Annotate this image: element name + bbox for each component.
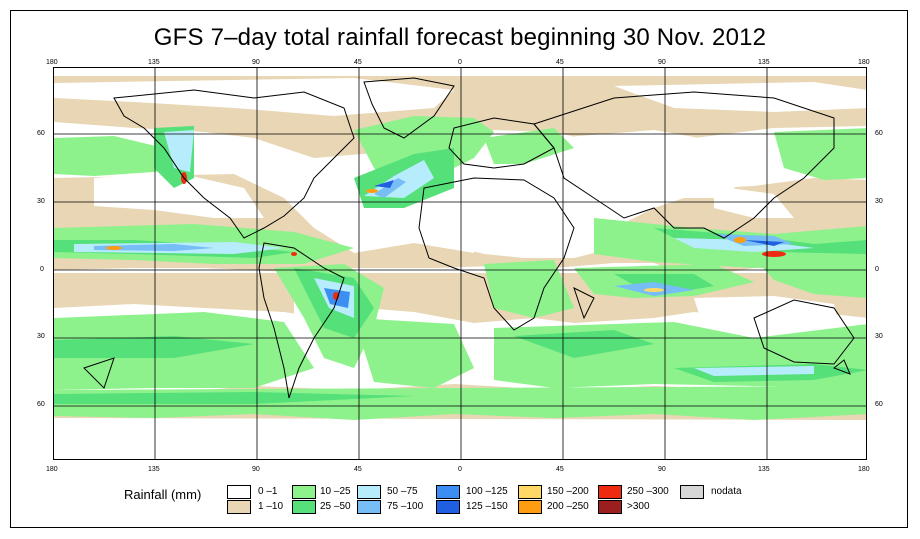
lon-tick-bottom: 90 [658, 466, 666, 473]
legend-swatch-150-200 [518, 485, 542, 499]
legend-label: nodata [711, 486, 742, 497]
legend-label: 250 –300 [627, 486, 669, 497]
legend-label: 200 –250 [547, 501, 589, 512]
lat-tick-right: 60 [875, 130, 883, 137]
legend-label: 75 –100 [387, 501, 424, 512]
legend-swatch-nodata [680, 485, 704, 499]
lon-tick-top: 135 [758, 59, 770, 66]
legend-label: >300 [627, 501, 650, 512]
rain-50-75-fields [74, 130, 814, 376]
map-title: GFS 7–day total rainfall forecast beginn… [153, 24, 767, 51]
legend-swatch-75-100 [357, 500, 381, 514]
lat-tick-left: 0 [40, 266, 44, 273]
lon-tick-top: 0 [458, 59, 462, 66]
legend-label: 25 –50 [320, 501, 351, 512]
rainfall-map[interactable] [53, 67, 867, 460]
lon-tick-bottom: 135 [148, 466, 160, 473]
lon-tick-top: 180 [858, 59, 870, 66]
lon-tick-bottom: 135 [758, 466, 770, 473]
legend-swatch-250-300 [598, 485, 622, 499]
lon-tick-bottom: 45 [354, 466, 362, 473]
lon-tick-bottom: 180 [46, 466, 58, 473]
legend-label: 10 –25 [320, 486, 351, 497]
legend-swatch-200-250 [518, 500, 542, 514]
legend-label: 100 –125 [466, 486, 508, 497]
lon-tick-top: 135 [148, 59, 160, 66]
lat-tick-left: 30 [37, 333, 45, 340]
lat-tick-right: 60 [875, 401, 883, 408]
dry-regions [54, 78, 866, 459]
lon-tick-bottom: 90 [252, 466, 260, 473]
lon-tick-top: 45 [556, 59, 564, 66]
lat-tick-left: 60 [37, 130, 45, 137]
lon-tick-top: 180 [46, 59, 58, 66]
continent-outlines [83, 77, 855, 399]
lon-tick-top: 90 [252, 59, 260, 66]
legend-title: Rainfall (mm) [124, 487, 202, 502]
legend-swatch-over-300 [598, 500, 622, 514]
legend-swatch-125-150 [436, 500, 460, 514]
legend-label: 0 –1 [258, 486, 278, 497]
lon-tick-top: 90 [658, 59, 666, 66]
lat-tick-right: 0 [875, 266, 879, 273]
rain-heavy-spots [106, 172, 786, 300]
legend-swatch-50-75 [357, 485, 381, 499]
lat-tick-right: 30 [875, 198, 883, 205]
legend-label: 125 –150 [466, 501, 508, 512]
legend-swatch-25-50 [292, 500, 316, 514]
lon-tick-top: 45 [354, 59, 362, 66]
lat-tick-right: 30 [875, 333, 883, 340]
legend-swatch-100-125 [436, 485, 460, 499]
lat-tick-left: 60 [37, 401, 45, 408]
legend-label: 150 –200 [547, 486, 589, 497]
legend-label: 50 –75 [387, 486, 418, 497]
legend-label: 1 –10 [258, 501, 284, 512]
map-canvas [54, 68, 866, 459]
legend-swatch-10-25 [292, 485, 316, 499]
lat-tick-left: 30 [37, 198, 45, 205]
figure-frame [10, 10, 908, 528]
lon-tick-bottom: 45 [556, 466, 564, 473]
graticule [54, 68, 866, 459]
legend-swatch-0-1 [227, 485, 251, 499]
lon-tick-bottom: 180 [858, 466, 870, 473]
legend-swatch-1-10 [227, 500, 251, 514]
lon-tick-bottom: 0 [458, 466, 462, 473]
